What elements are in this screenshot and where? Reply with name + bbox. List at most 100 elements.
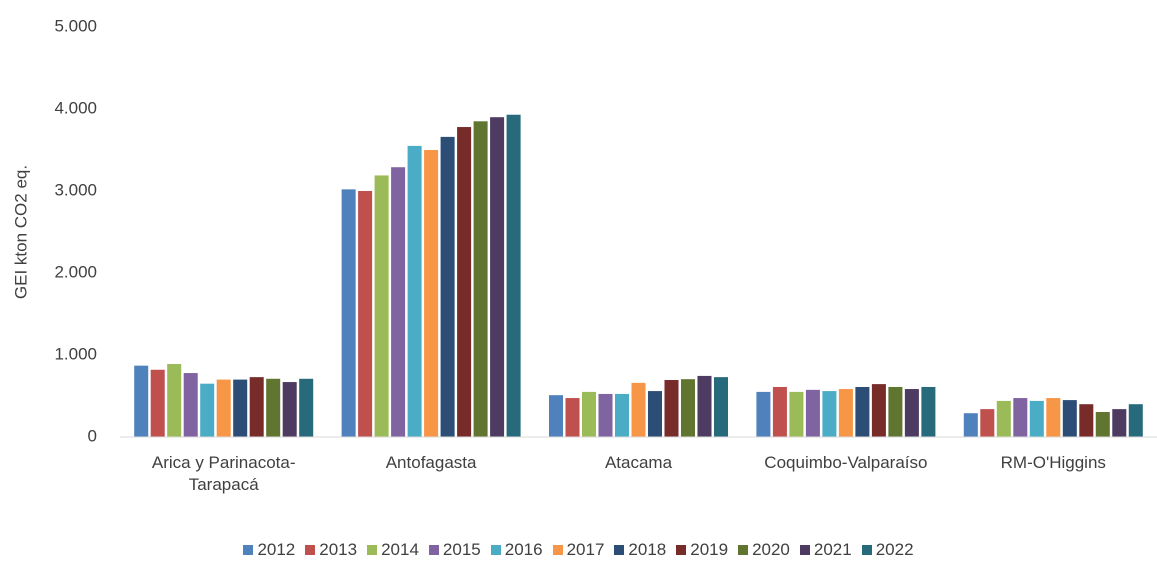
legend-label: 2016 [504,540,543,559]
bar [407,145,422,437]
bar [440,136,455,437]
bar [1046,398,1061,437]
legend-swatch [367,545,378,555]
bar [548,395,564,437]
legend-swatch [552,545,563,555]
legend-item: 2017 [552,540,605,560]
x-tick-label: Atacama [604,453,673,472]
legend-label: 2017 [566,540,605,559]
bar [424,150,439,437]
legend-label: 2019 [690,540,729,559]
bar [904,389,919,437]
bar [167,364,182,437]
bar [150,369,165,437]
legend-item: 2020 [738,540,790,560]
bar [921,386,936,437]
bar [996,400,1011,437]
legend-item: 2012 [243,540,295,560]
bar [789,391,804,437]
bar [506,114,521,438]
legend-swatch [861,545,872,555]
bar [216,379,231,437]
bar [855,386,870,437]
bar [697,375,712,437]
bar [565,398,580,437]
legend-label: 2012 [257,540,296,559]
bar [134,365,149,437]
bar [233,379,248,437]
bar [1062,400,1077,437]
bar [756,391,771,437]
bar [614,393,630,437]
y-axis-label: GEI kton CO2 eq. [11,165,30,299]
bar [1112,409,1127,437]
bar [871,384,886,437]
bar [680,379,696,437]
legend-item: 2016 [490,540,543,560]
legend-item: 2018 [614,540,666,560]
bar [266,378,281,437]
legend-label: 2022 [875,540,914,559]
legend-label: 2021 [813,540,852,559]
y-tick-label: 2.000 [54,262,97,281]
bar [963,413,978,437]
bar [772,386,787,437]
legend-swatch [428,545,439,555]
bar [200,383,215,437]
bar [457,127,472,437]
legend-label: 2020 [752,540,790,559]
bar [341,189,356,437]
bar [980,409,995,437]
legend-item: 2014 [367,540,419,560]
bar [664,380,679,437]
legend-label: 2014 [381,540,419,559]
y-tick-label: 0 [88,426,97,445]
legend-swatch [305,545,316,555]
legend-swatch [676,545,687,555]
legend-swatch [243,545,254,555]
y-tick-label: 3.000 [54,180,97,199]
x-tick-label: Arica y Parinacota-Tarapacá [151,453,296,494]
legend-item: 2019 [676,540,728,560]
legend-item: 2021 [799,540,852,560]
bar [490,117,505,437]
bar [805,389,820,437]
legend-label: 2015 [442,540,481,559]
y-tick-label: 4.000 [54,98,97,117]
bar [249,377,264,437]
legend-swatch [614,545,625,555]
bar [838,389,853,437]
x-tick-label: Coquimbo-Valparaíso [764,453,928,472]
legend: 2012 2013 2014 2015 2016 2017 2018 2019 2020 2021… [0,540,1157,560]
x-tick-label: RM-O'Higgins [1000,453,1106,472]
bar [1095,411,1110,437]
x-tick-label: Antofagasta [385,453,477,472]
bar [374,175,389,438]
bar [647,391,663,437]
bar [822,391,837,437]
legend-swatch [490,545,501,555]
bar [391,167,406,437]
bar [581,391,597,437]
bar [282,382,297,437]
bar [888,386,903,437]
bar [299,378,314,437]
bar [631,382,646,437]
bar [598,393,613,437]
legend-item: 2015 [428,540,481,560]
bar [358,191,373,437]
bar [183,373,198,437]
legend-label: 2013 [319,540,358,559]
y-tick-label: 5.000 [54,16,97,35]
bar [1128,404,1143,437]
y-tick-label: 1.000 [54,344,97,363]
bar [1013,398,1028,437]
legend-item: 2013 [305,540,357,560]
bar [1029,400,1044,437]
legend-swatch [738,545,749,555]
legend-item: 2022 [861,540,914,560]
bar [713,377,729,437]
bar [1079,404,1094,437]
